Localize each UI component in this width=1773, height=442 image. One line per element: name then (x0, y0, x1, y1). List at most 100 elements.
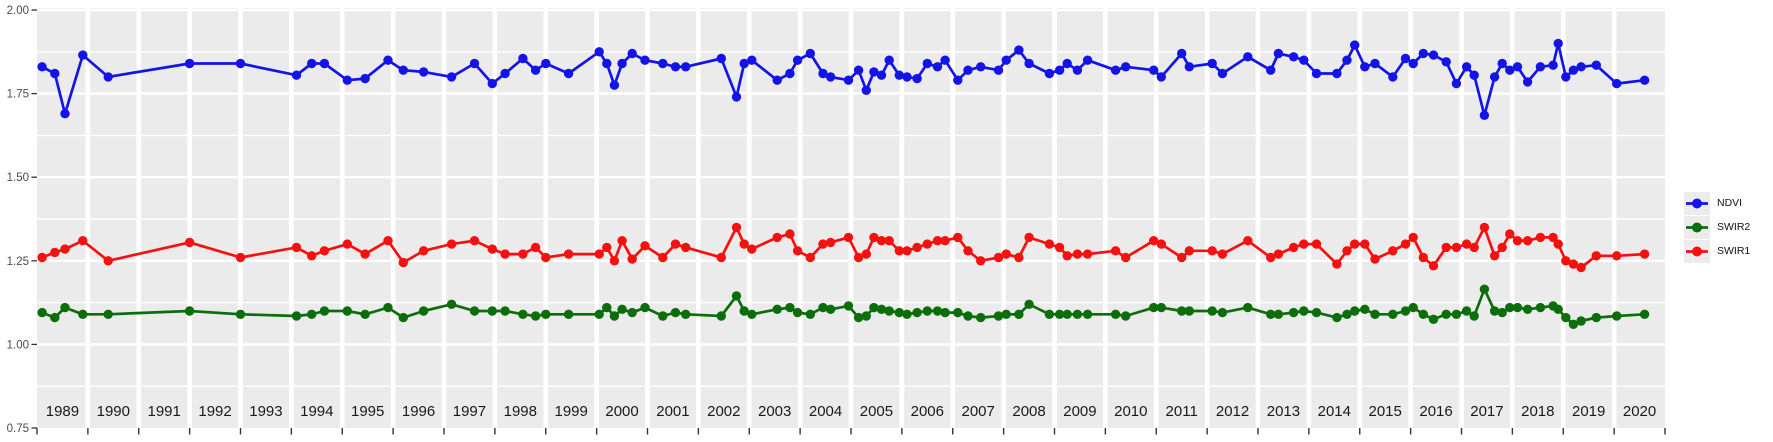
x-axis-year-label: 2015 (1369, 403, 1402, 420)
data-point-swir1 (500, 249, 510, 259)
data-point-swir2 (818, 302, 828, 313)
data-point-swir1 (319, 246, 330, 256)
data-point-swir1 (922, 239, 932, 249)
data-point-ndvi (602, 58, 612, 69)
data-point-ndvi (731, 92, 742, 102)
data-point-swir1 (360, 249, 370, 259)
data-point-swir1 (976, 256, 986, 266)
data-point-ndvi (869, 67, 879, 77)
data-point-swir2 (530, 311, 541, 321)
data-point-swir1 (383, 236, 393, 246)
data-point-swir1 (1505, 229, 1515, 239)
data-point-swir1 (1024, 232, 1034, 243)
data-point-ndvi (1535, 62, 1546, 72)
data-point-swir1 (843, 232, 854, 243)
data-point-ndvi (398, 65, 408, 75)
data-point-swir2 (1639, 309, 1650, 319)
data-point-swir2 (902, 309, 912, 319)
data-point-ndvi (1001, 55, 1011, 65)
data-point-swir1 (1014, 252, 1024, 263)
data-point-swir2 (1311, 307, 1322, 318)
data-point-swir2 (1489, 306, 1500, 316)
data-point-swir1 (627, 254, 637, 264)
data-point-swir1 (37, 252, 47, 263)
data-point-swir1 (617, 236, 627, 246)
data-point-ndvi (1408, 58, 1418, 69)
data-point-swir2 (1156, 302, 1167, 313)
data-point-swir2 (1469, 311, 1479, 321)
data-point-swir2 (1441, 309, 1451, 319)
x-axis-year-label: 2006 (911, 403, 944, 420)
x-axis-year-label: 2000 (605, 403, 638, 420)
data-point-swir2 (418, 306, 429, 316)
data-point-swir1 (876, 236, 887, 246)
data-point-swir2 (792, 307, 803, 318)
data-point-swir1 (731, 222, 742, 233)
data-point-swir2 (1451, 309, 1462, 319)
data-point-ndvi (235, 58, 246, 69)
data-point-swir2 (1082, 309, 1093, 319)
data-point-swir2 (1591, 312, 1602, 323)
data-point-swir2 (640, 302, 650, 313)
data-point-swir2 (658, 311, 668, 321)
data-point-ndvi (670, 62, 681, 72)
data-point-swir2 (383, 302, 393, 313)
data-point-swir2 (670, 307, 681, 318)
data-point-swir1 (1273, 249, 1284, 259)
data-point-swir1 (1156, 239, 1167, 249)
data-point-ndvi (1639, 75, 1650, 85)
y-axis-label: 2.00 (7, 5, 29, 17)
data-point-swir1 (1612, 251, 1622, 261)
data-point-swir1 (1451, 242, 1462, 253)
data-point-ndvi (658, 58, 668, 69)
data-point-swir1 (1535, 232, 1546, 243)
data-point-swir1 (1342, 246, 1352, 256)
data-point-swir1 (861, 249, 871, 259)
data-point-swir2 (731, 291, 742, 301)
data-point-ndvi (1110, 65, 1121, 75)
data-point-ndvi (60, 109, 70, 119)
data-point-swir2 (1370, 309, 1380, 319)
data-point-swir2 (1505, 302, 1515, 313)
x-axis-year-label: 1999 (555, 403, 588, 420)
data-point-swir1 (1428, 261, 1439, 271)
data-point-ndvi (1568, 65, 1579, 75)
data-point-swir1 (1044, 239, 1055, 249)
x-axis-year-label: 2008 (1012, 403, 1045, 420)
data-point-ndvi (1342, 55, 1352, 65)
data-point-swir1 (609, 256, 620, 266)
data-point-swir2 (1568, 319, 1579, 329)
data-point-swir1 (670, 239, 681, 249)
x-axis-year-label: 1989 (46, 403, 79, 420)
data-point-swir1 (1350, 239, 1360, 249)
data-point-ndvi (1388, 72, 1398, 82)
data-point-swir1 (1461, 239, 1472, 249)
x-axis-year-label: 1993 (249, 403, 282, 420)
data-point-swir1 (1149, 236, 1159, 246)
data-point-ndvi (418, 67, 429, 77)
data-point-swir2 (922, 306, 932, 316)
data-point-swir1 (772, 232, 782, 243)
data-point-ndvi (1072, 65, 1083, 75)
x-axis-year-label: 2013 (1267, 403, 1300, 420)
data-point-swir1 (1418, 252, 1429, 263)
data-point-swir2 (1388, 309, 1398, 319)
data-point-swir1 (103, 256, 113, 266)
data-point-ndvi (1273, 48, 1284, 59)
data-point-swir1 (1072, 249, 1083, 259)
data-point-ndvi (772, 75, 782, 85)
data-point-swir2 (1612, 311, 1622, 321)
data-point-ndvi (1576, 62, 1586, 72)
data-point-swir2 (1561, 312, 1571, 323)
data-point-ndvi (563, 68, 574, 79)
data-point-swir1 (681, 242, 691, 253)
data-point-swir1 (825, 237, 836, 248)
data-point-ndvi (1469, 70, 1479, 80)
data-point-ndvi (1044, 68, 1055, 79)
data-point-swir2 (869, 302, 879, 313)
data-point-swir1 (1568, 259, 1579, 269)
data-point-ndvi (825, 72, 836, 82)
data-point-ndvi (739, 58, 749, 69)
data-point-swir2 (487, 306, 497, 316)
